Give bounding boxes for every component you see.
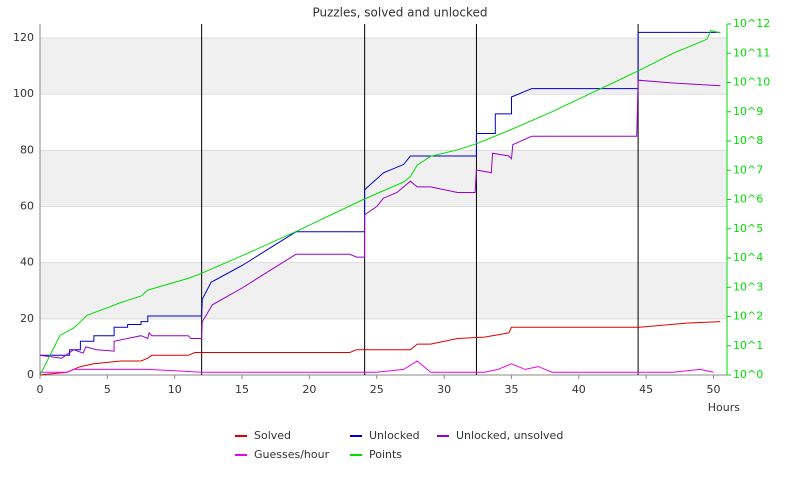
y2-tick-label: 10^11 xyxy=(733,46,770,59)
grid-band xyxy=(40,38,727,95)
legend-label: Solved xyxy=(254,429,291,442)
x-axis-label: Hours xyxy=(708,401,740,414)
x-tick-label: 20 xyxy=(302,383,316,396)
legend-label: Guesses/hour xyxy=(254,448,330,461)
y-tick-label: 80 xyxy=(20,143,34,156)
y-tick-label: 100 xyxy=(13,87,34,100)
grid-band xyxy=(40,262,727,319)
y2-tick-label: 10^3 xyxy=(733,280,763,293)
series-line xyxy=(39,29,721,376)
y-tick-label: 0 xyxy=(27,368,34,381)
legend-label: Unlocked xyxy=(369,429,420,442)
legend-label: Unlocked, unsolved xyxy=(456,429,563,442)
y2-tick-label: 10^2 xyxy=(733,310,763,323)
x-tick-label: 35 xyxy=(504,383,518,396)
y-tick-label: 60 xyxy=(20,200,34,213)
y-tick-label: 20 xyxy=(20,312,34,325)
y-tick-label: 120 xyxy=(13,31,34,44)
y2-tick-label: 10^1 xyxy=(733,339,763,352)
y2-tick-label: 10^6 xyxy=(733,193,763,206)
series-line xyxy=(40,360,714,373)
y2-tick-label: 10^4 xyxy=(733,251,763,264)
series-line xyxy=(39,321,721,376)
x-tick-label: 10 xyxy=(168,383,182,396)
chart-title: Puzzles, solved and unlocked xyxy=(312,6,487,20)
x-tick-label: 45 xyxy=(639,383,653,396)
y2-tick-label: 10^10 xyxy=(733,76,770,89)
y2-tick-label: 10^0 xyxy=(733,368,763,381)
x-tick-label: 30 xyxy=(437,383,451,396)
x-tick-label: 50 xyxy=(707,383,721,396)
x-tick-label: 40 xyxy=(572,383,586,396)
x-tick-label: 15 xyxy=(235,383,249,396)
y2-tick-label: 10^8 xyxy=(733,134,763,147)
x-tick-label: 25 xyxy=(370,383,384,396)
grid-band xyxy=(40,150,727,207)
series-line xyxy=(39,79,721,359)
y2-tick-label: 10^5 xyxy=(733,222,763,235)
y2-tick-label: 10^7 xyxy=(733,163,763,176)
legend-label: Points xyxy=(369,448,402,461)
x-tick-label: 5 xyxy=(104,383,111,396)
y-tick-label: 40 xyxy=(20,256,34,269)
y2-tick-label: 10^12 xyxy=(733,17,770,30)
y2-tick-label: 10^9 xyxy=(733,105,763,118)
series-line xyxy=(40,31,721,356)
x-tick-label: 0 xyxy=(37,383,44,396)
